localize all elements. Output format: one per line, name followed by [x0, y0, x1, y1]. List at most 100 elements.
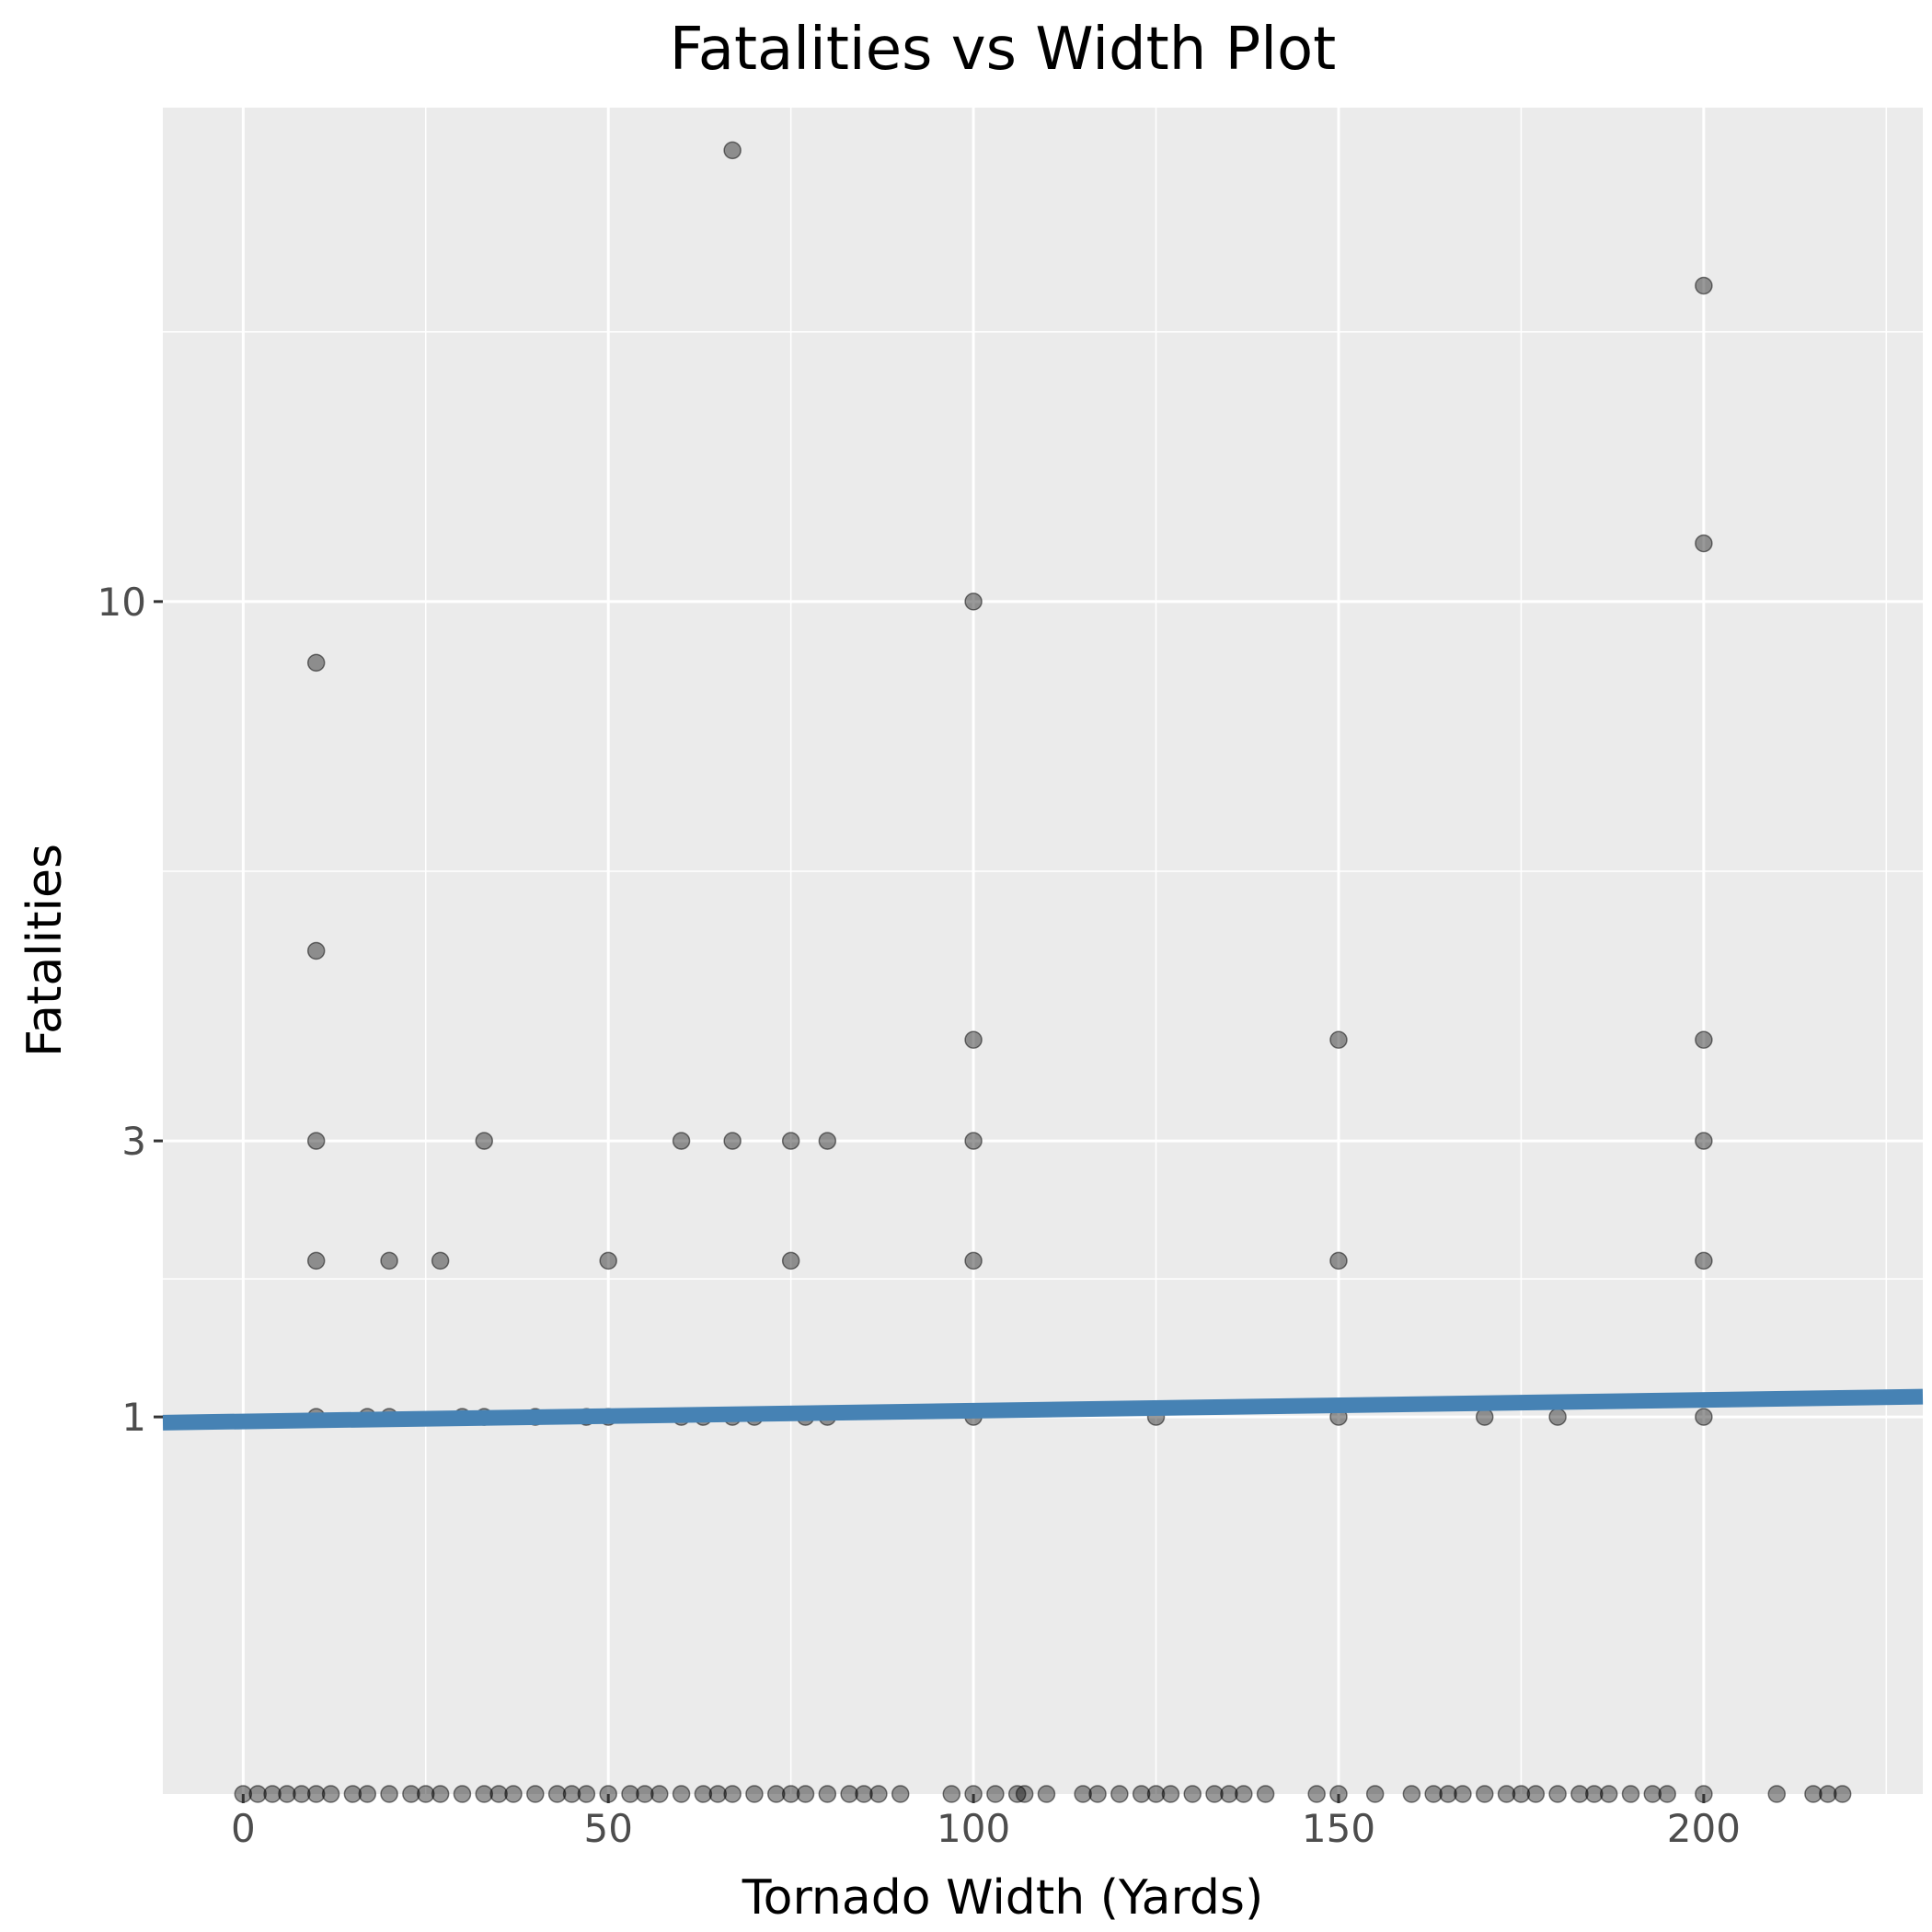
data-point [781, 1132, 800, 1150]
data-point [306, 1251, 326, 1271]
data-point [1329, 1251, 1348, 1271]
data-point [745, 1785, 764, 1803]
data-point [1475, 1785, 1494, 1803]
data-point [278, 1785, 296, 1803]
plot-panel [163, 108, 1923, 1794]
data-point [1526, 1785, 1546, 1803]
data-point [1110, 1785, 1129, 1803]
data-point [489, 1785, 508, 1803]
x-tick-label: 50 [583, 1806, 632, 1851]
data-point [840, 1785, 858, 1803]
data-point [781, 1785, 800, 1803]
data-point [869, 1785, 888, 1803]
data-point [1833, 1785, 1852, 1803]
data-point [1365, 1785, 1385, 1803]
x-tick-label: 200 [1667, 1806, 1741, 1851]
data-point [796, 1785, 815, 1803]
data-point [636, 1785, 654, 1803]
data-point [1088, 1785, 1107, 1803]
data-point [526, 1785, 545, 1803]
data-point [599, 1251, 617, 1271]
data-point [781, 1251, 800, 1271]
data-point [1804, 1785, 1823, 1803]
data-point [306, 1785, 326, 1803]
y-tick-label: 10 [98, 580, 146, 625]
data-point [1621, 1785, 1640, 1803]
data-point [1695, 534, 1713, 553]
data-point [964, 1030, 983, 1050]
data-point [1205, 1785, 1224, 1803]
data-point [1599, 1785, 1618, 1803]
data-point [1037, 1785, 1056, 1803]
data-point [964, 1251, 983, 1271]
data-point [504, 1785, 523, 1803]
y-tick-label: 3 [121, 1119, 146, 1164]
data-point [1439, 1785, 1457, 1803]
data-point [1454, 1785, 1472, 1803]
data-point [1235, 1785, 1253, 1803]
data-point [1497, 1785, 1516, 1803]
data-point [475, 1785, 494, 1803]
data-point [723, 1132, 742, 1150]
data-point [621, 1785, 639, 1803]
data-point [1585, 1785, 1604, 1803]
data-point [380, 1251, 398, 1271]
data-point [723, 1785, 742, 1803]
data-point [694, 1785, 713, 1803]
data-point [431, 1785, 450, 1803]
data-point [1548, 1408, 1567, 1426]
data-point [1570, 1785, 1589, 1803]
data-point [1475, 1408, 1494, 1426]
data-point [417, 1785, 435, 1803]
data-point [1695, 1251, 1713, 1271]
data-point [1132, 1785, 1151, 1803]
x-axis-ticks: 0 50 100 150 200 [231, 1794, 1741, 1851]
data-point [1183, 1785, 1202, 1803]
data-point [1015, 1785, 1034, 1803]
trend-line [162, 1388, 1924, 1431]
data-point [1548, 1785, 1567, 1803]
data-point [248, 1785, 267, 1803]
data-point [1074, 1785, 1092, 1803]
y-axis-label: Fatalities [17, 844, 73, 1057]
data-point [891, 1785, 910, 1803]
data-point [1695, 276, 1713, 295]
data-point [1007, 1785, 1027, 1803]
data-point [1256, 1785, 1275, 1803]
x-axis-label: Tornado Width (Yards) [742, 1870, 1264, 1926]
data-point [321, 1785, 340, 1803]
data-point [577, 1785, 596, 1803]
minor-gridlines [163, 108, 1923, 1794]
data-point [1220, 1785, 1238, 1803]
data-point [1146, 1785, 1166, 1803]
data-point [1161, 1785, 1180, 1803]
data-point [402, 1785, 420, 1803]
data-point [964, 1132, 983, 1150]
data-point [547, 1785, 567, 1803]
data-point [1695, 1132, 1713, 1150]
x-tick-label: 0 [231, 1806, 256, 1851]
data-point [306, 941, 326, 960]
data-point [1643, 1785, 1662, 1803]
data-point [431, 1251, 450, 1271]
data-point [767, 1785, 786, 1803]
data-point [723, 141, 742, 160]
data-point [1767, 1785, 1786, 1803]
data-point [293, 1785, 311, 1803]
data-point [562, 1785, 581, 1803]
data-point [708, 1785, 728, 1803]
data-point [672, 1785, 691, 1803]
y-axis-ticks: 1 3 10 [98, 580, 163, 1440]
data-point [942, 1785, 961, 1803]
data-point [1512, 1785, 1531, 1803]
data-point [306, 1132, 326, 1150]
data-point [964, 592, 983, 611]
data-point [1695, 1408, 1713, 1426]
data-point [1402, 1785, 1421, 1803]
data-point [380, 1785, 398, 1803]
data-point [1658, 1785, 1676, 1803]
data-point [306, 653, 326, 673]
data-point [453, 1785, 472, 1803]
x-tick-label: 150 [1302, 1806, 1375, 1851]
